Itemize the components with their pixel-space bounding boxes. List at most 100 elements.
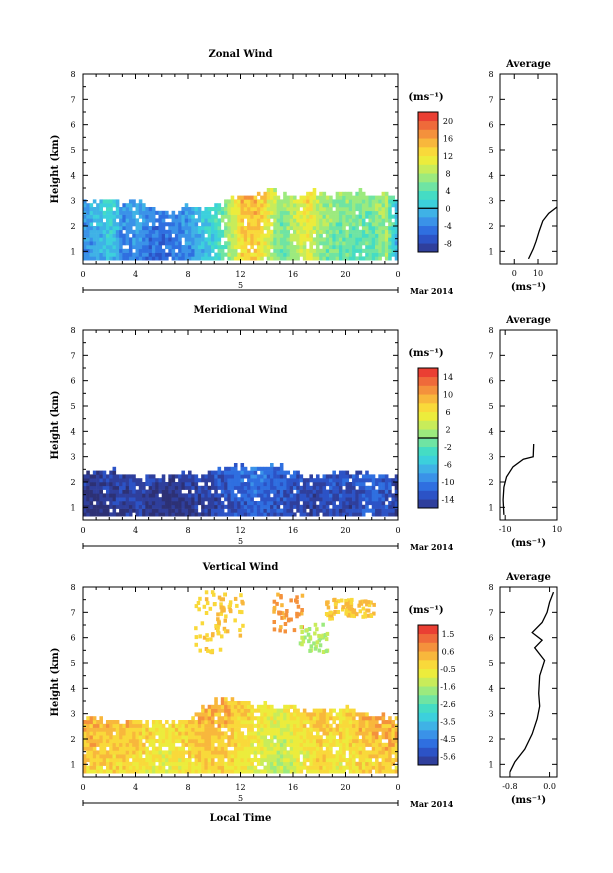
heatmap-cell [279,735,284,740]
heatmap-cell [191,241,195,246]
heatmap-cell [181,761,186,766]
heatmap-cell [138,765,143,770]
heatmap-cell [299,769,304,774]
heatmap-cell [270,708,274,713]
heatmap-cell [115,761,120,766]
heatmap-cell [161,493,166,498]
heatmap-cell [145,218,149,223]
heatmap-cell [151,497,156,502]
heatmap-cell [119,769,123,774]
heatmap-cell [296,504,300,509]
heatmap-cell [315,233,320,238]
heatmap-cell [125,203,130,208]
heatmap-cell [184,723,189,728]
heatmap-cell [286,731,291,736]
heatmap-cell [283,512,287,517]
heatmap-cell [233,723,238,728]
heatmap-cell [306,497,310,502]
x-tick-label: 12 [235,270,245,279]
heatmap-cell [394,241,399,246]
heatmap-cell [135,207,140,212]
heatmap-cell [99,765,103,770]
heatmap-cell [128,210,133,215]
heatmap-cell [138,229,143,234]
heatmap-cell [247,512,251,517]
heatmap-cell [197,739,202,744]
heatmap-cell [388,508,392,513]
heatmap-cell [178,735,182,740]
heatmap-cell [119,226,123,231]
heatmap-cell [394,493,399,498]
heatmap-cell [122,222,126,227]
heatmap-cell [178,727,182,732]
heatmap-cell [96,508,100,513]
heatmap-cell [174,723,179,728]
heatmap-cell [247,482,251,487]
heatmap-cell [214,203,218,208]
heatmap-cell [227,210,231,215]
heatmap-cell [250,252,254,257]
heatmap-cell [86,512,90,517]
heatmap-cell [302,716,307,721]
heatmap-cell [161,218,166,223]
heatmap-cell [325,742,330,747]
heatmap-cell [375,508,379,513]
heatmap-cell [276,497,281,502]
heatmap-cell [338,712,343,717]
heatmap-cell [260,466,264,471]
heatmap-cell [197,226,202,231]
heatmap-cell [299,765,304,770]
heatmap-cell [197,218,202,223]
heatmap-cell [138,731,143,736]
heatmap-cell [128,256,133,261]
heatmap-cell [333,610,337,614]
heatmap-cell [358,600,362,605]
heatmap-cell [217,226,222,231]
heatmap-cell [174,241,179,246]
heatmap-cell [89,245,94,250]
heatmap-cell [197,237,202,242]
heatmap-cell [148,226,153,231]
heatmap-cell [365,489,369,494]
heatmap-cell [230,708,235,713]
heatmap-cell [188,501,192,506]
heatmap-cell [293,504,297,509]
heatmap-cell [289,493,294,498]
heatmap-cell [323,633,328,637]
heatmap-cell [240,485,245,490]
heatmap-cell [342,210,346,215]
heatmap-cell [240,252,245,257]
heatmap-cell [266,203,271,208]
heatmap-cell [375,214,379,219]
heatmap-cell [207,245,212,250]
heatmap-cell [165,229,169,234]
heatmap-cell [240,512,245,517]
heatmap-cell [237,758,241,763]
heatmap-cell [247,712,251,717]
heatmap-cell [132,210,136,215]
heatmap-cell [191,218,195,223]
heatmap-cell [270,731,274,736]
heatmap-cell [247,237,251,242]
heatmap-cell [286,704,291,709]
heatmap-cell [253,508,258,513]
heatmap-cell [283,191,287,196]
heatmap-cell [306,750,310,755]
heatmap-cell [312,252,317,257]
heatmap-cell [285,609,289,613]
heatmap-cell [358,470,363,475]
heatmap-cell [240,742,245,747]
heatmap-cell [122,761,126,766]
heatmap-cell [394,735,399,740]
heatmap-cell [112,742,117,747]
heatmap-cell [309,478,313,483]
heatmap-cell [214,493,218,498]
heatmap-cell [296,199,300,204]
heatmap-cell [99,716,103,721]
heatmap-cell [217,512,222,517]
heatmap-cell [296,604,301,609]
heatmap-cell [210,229,215,234]
heatmap-cell [352,248,356,253]
heatmap-cell [352,512,356,517]
heatmap-cell [194,482,199,487]
